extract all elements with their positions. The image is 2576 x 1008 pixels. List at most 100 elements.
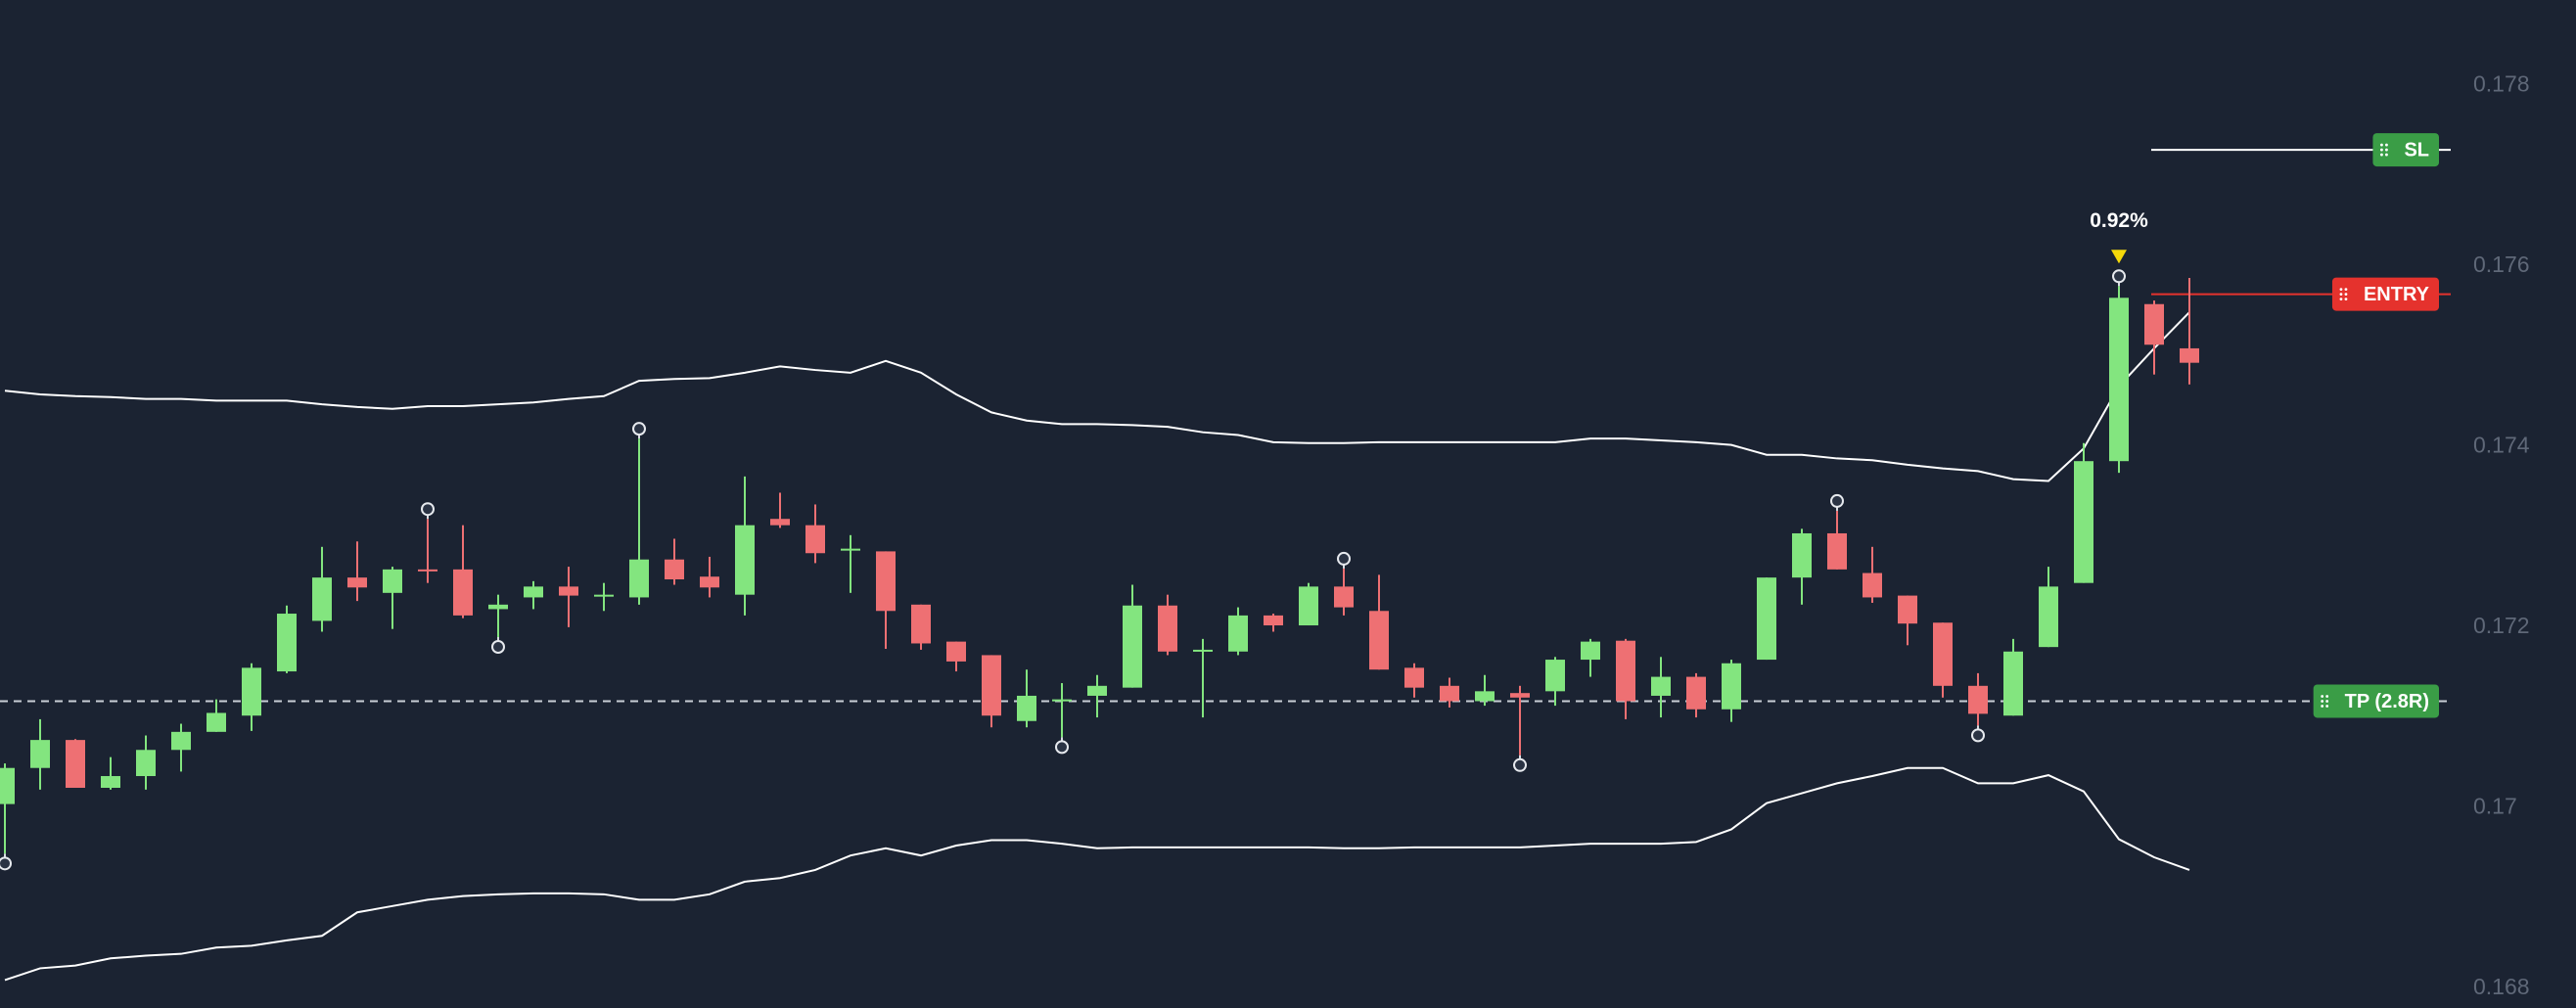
candle-body xyxy=(1123,605,1142,688)
candle xyxy=(911,604,931,650)
candle xyxy=(1017,669,1036,728)
candle-body xyxy=(1299,586,1318,626)
grip-dot xyxy=(2380,148,2383,152)
candle-body xyxy=(1651,676,1671,696)
level-tag: ENTRY xyxy=(2331,277,2439,311)
pivot-marker xyxy=(632,422,646,436)
y-tick-label: 0.172 xyxy=(2473,613,2530,638)
candle xyxy=(453,525,473,619)
candle xyxy=(1123,584,1142,688)
candle xyxy=(171,723,191,772)
level-tag-box xyxy=(2331,277,2439,311)
candle-body xyxy=(1158,605,1177,652)
upper-band xyxy=(4,311,2190,482)
candle-body xyxy=(1616,640,1635,702)
candle-body xyxy=(1087,685,1107,696)
candle-body xyxy=(383,569,402,593)
level-tag-box xyxy=(2372,133,2439,167)
candle-body xyxy=(629,559,649,598)
candle-body xyxy=(559,586,578,596)
candle xyxy=(242,663,261,731)
candle-body xyxy=(1581,641,1600,661)
candle xyxy=(418,519,437,583)
candle xyxy=(1404,663,1424,698)
candle-body xyxy=(805,525,825,554)
candle xyxy=(1581,638,1600,677)
lower-band xyxy=(4,766,2190,982)
candle xyxy=(30,718,50,790)
candle xyxy=(1898,595,1917,646)
candle xyxy=(2109,286,2129,474)
candle-body xyxy=(1475,691,1495,702)
candle xyxy=(805,504,825,564)
candle xyxy=(136,735,156,790)
candle-body xyxy=(1052,699,1072,702)
candle-body xyxy=(1898,595,1917,624)
candle-body xyxy=(2144,303,2164,345)
candle xyxy=(1369,574,1389,670)
candle xyxy=(982,655,1001,728)
candle xyxy=(0,763,15,854)
annotation-text: 0.92% xyxy=(2090,209,2148,232)
candle-body xyxy=(2109,298,2129,462)
candle xyxy=(1757,577,1776,661)
pivot-marker xyxy=(0,856,12,871)
candle xyxy=(735,476,755,616)
candle xyxy=(1827,510,1847,570)
pivot-marker xyxy=(1513,757,1527,772)
candle-body xyxy=(171,731,191,751)
y-tick-label: 0.168 xyxy=(2473,974,2530,999)
candle xyxy=(841,534,860,593)
candle xyxy=(1228,607,1248,656)
candle xyxy=(488,594,508,638)
candle xyxy=(1193,638,1213,718)
candle xyxy=(1475,674,1495,707)
grip-dot xyxy=(2385,148,2388,152)
candle-body xyxy=(1193,649,1213,652)
y-tick-label: 0.174 xyxy=(2473,433,2530,458)
candle-body xyxy=(1334,586,1354,608)
candle xyxy=(700,556,719,598)
candle-body xyxy=(30,740,50,768)
pivot-marker xyxy=(1971,728,1985,743)
candle-body xyxy=(1017,695,1036,721)
candle-body xyxy=(594,594,614,597)
pivot-marker xyxy=(2112,269,2126,284)
candle-body xyxy=(841,548,860,551)
candle xyxy=(1792,528,1812,605)
candle-body xyxy=(1404,667,1424,688)
y-tick-label: 0.178 xyxy=(2473,71,2530,97)
candle xyxy=(1299,582,1318,626)
grip-dot xyxy=(2385,143,2388,147)
candle-body xyxy=(876,551,896,612)
candle-body xyxy=(1510,693,1530,698)
candle-body xyxy=(453,569,473,616)
pivot-marker xyxy=(1055,740,1069,755)
grip-dot xyxy=(2325,705,2329,708)
grip-dot xyxy=(2339,293,2343,297)
candle-body xyxy=(1369,611,1389,670)
candle-body xyxy=(277,614,297,672)
level-label: TP (2.8R) xyxy=(2345,691,2429,712)
candle xyxy=(66,739,85,789)
candle xyxy=(1651,657,1671,718)
pivot-marker xyxy=(421,502,435,517)
candle-body xyxy=(770,519,790,526)
candle-body xyxy=(700,576,719,588)
candle xyxy=(2039,567,2058,648)
pivot-marker xyxy=(1830,493,1844,508)
candle-body xyxy=(1545,660,1565,692)
candle xyxy=(629,438,649,605)
candle xyxy=(312,546,332,632)
candle-body xyxy=(101,776,120,789)
candle xyxy=(1510,685,1530,756)
grip-dot xyxy=(2325,695,2329,698)
grip-dot xyxy=(2321,700,2324,703)
candle-body xyxy=(1827,532,1847,570)
candle xyxy=(1933,622,1953,698)
candle-body xyxy=(2180,347,2199,363)
candle xyxy=(770,492,790,528)
candle-body xyxy=(66,740,85,789)
candle-body xyxy=(1228,615,1248,652)
